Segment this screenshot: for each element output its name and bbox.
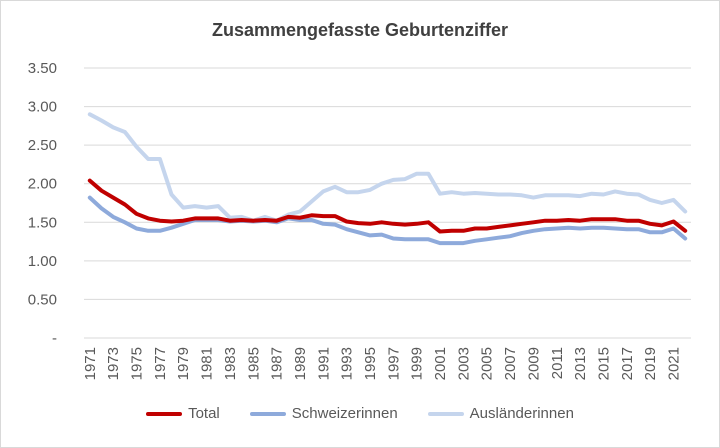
x-tick-label: 1973 (105, 347, 122, 380)
chart-title: Zusammengefasste Geburtenziffer (211, 20, 509, 40)
legend-swatch-schweizerinnen (249, 411, 286, 416)
legend-item-schweizerinnen: Schweizerinnen (249, 405, 398, 422)
x-tick-label: 2011 (549, 347, 566, 379)
legend-item-total: Total (146, 405, 220, 422)
x-tick-label: 1979 (175, 347, 192, 380)
x-tick-label: 2001 (432, 347, 449, 380)
y-tick-label: 1.00 (28, 253, 57, 270)
x-tick-label: 1989 (292, 347, 309, 380)
x-tick-label: 2013 (572, 347, 589, 380)
x-tick-label: 1975 (129, 347, 146, 380)
y-tick-label: 2.00 (28, 176, 57, 193)
x-tick-label: 2003 (455, 347, 472, 380)
x-tick-label: 1985 (245, 347, 262, 380)
x-tick-label: 1997 (385, 347, 402, 380)
x-tick-label: 1977 (152, 347, 169, 380)
legend-swatch-total (146, 411, 183, 416)
x-tick-label: 2009 (525, 347, 542, 380)
legend-item-auslaenderinnen: Ausländerinnen (427, 405, 574, 422)
y-tick-label: 2.50 (28, 137, 57, 154)
x-tick-label: 2017 (619, 347, 636, 380)
y-tick-label: 1.50 (28, 214, 57, 231)
x-tick-label: 1983 (222, 347, 239, 380)
x-tick-label: 1995 (362, 347, 379, 380)
legend-label-total: Total (188, 405, 220, 422)
x-tick-label: 1991 (315, 347, 332, 380)
x-tick-label: 1993 (339, 347, 356, 380)
x-tick-label: 1987 (269, 347, 286, 380)
y-tick-label: 3.00 (28, 99, 57, 116)
legend: Total Schweizerinnen Ausländerinnen (1, 405, 719, 422)
y-tick-label: - (52, 330, 57, 347)
x-tick-label: 1999 (409, 347, 426, 380)
x-tick-label: 2015 (595, 347, 612, 380)
x-tick-label: 1971 (82, 347, 99, 380)
series-line-auslaenderinnen (87, 112, 688, 223)
x-tick-label: 2007 (502, 347, 519, 380)
legend-label-auslaenderinnen: Ausländerinnen (469, 405, 574, 422)
x-tick-label: 2005 (479, 347, 496, 380)
series-line-total (87, 178, 688, 234)
legend-swatch-auslaenderinnen (427, 411, 464, 416)
legend-label-schweizerinnen: Schweizerinnen (291, 405, 398, 422)
x-tick-label: 2021 (665, 347, 682, 380)
series-line-schweizerinnen (87, 195, 688, 246)
y-tick-label: 0.50 (28, 291, 57, 308)
y-tick-label: 3.50 (28, 60, 57, 77)
x-tick-label: 1981 (199, 347, 216, 380)
x-tick-label: 2019 (642, 347, 659, 380)
